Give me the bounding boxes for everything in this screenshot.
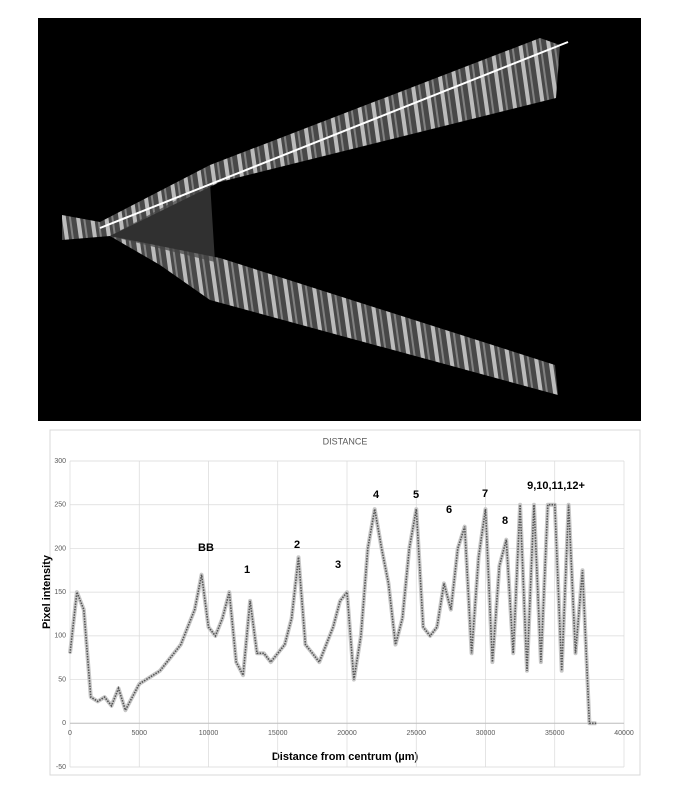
annotation: 6 xyxy=(446,504,452,516)
annotation: 4 xyxy=(373,489,380,501)
y-tick-label: 0 xyxy=(62,720,66,727)
micrograph xyxy=(38,18,641,421)
x-tick-label: 40000 xyxy=(614,730,634,737)
y-axis-label: Pixel intensity xyxy=(41,554,53,629)
y-tick-label: 200 xyxy=(54,545,66,552)
annotation: 2 xyxy=(294,539,300,551)
y-tick-label: 150 xyxy=(54,589,66,596)
x-tick-label: 10000 xyxy=(199,730,219,737)
x-tick-label: 15000 xyxy=(268,730,288,737)
annotation: 9,10,11,12+ xyxy=(527,480,585,492)
y-tick-label: 100 xyxy=(54,633,66,640)
transect-line xyxy=(99,41,569,229)
x-tick-label: 25000 xyxy=(407,730,427,737)
upper-arm xyxy=(62,38,560,240)
annotation: 3 xyxy=(335,559,341,571)
annotation: 7 xyxy=(482,488,488,500)
centrum xyxy=(110,182,215,262)
x-tick-label: 20000 xyxy=(337,730,357,737)
series-line xyxy=(69,503,597,725)
annotation: 1 xyxy=(244,564,250,576)
y-tick-label: -50 xyxy=(56,764,66,771)
y-tick-label: 250 xyxy=(54,502,66,509)
x-tick-label: 5000 xyxy=(131,730,147,737)
x-tick-label: 30000 xyxy=(476,730,496,737)
lower-arm xyxy=(110,236,558,395)
y-tick-label: 300 xyxy=(54,458,66,465)
annotation: 8 xyxy=(502,515,508,527)
annotation: 5 xyxy=(413,489,419,501)
annotation: BB xyxy=(198,542,214,554)
y-tick-label: 50 xyxy=(58,676,66,683)
x-tick-label: 35000 xyxy=(545,730,565,737)
chart-title: DISTANCE xyxy=(323,436,368,446)
x-tick-label: 0 xyxy=(68,730,72,737)
x-axis-label: Distance from centrum (µm) xyxy=(272,751,419,763)
